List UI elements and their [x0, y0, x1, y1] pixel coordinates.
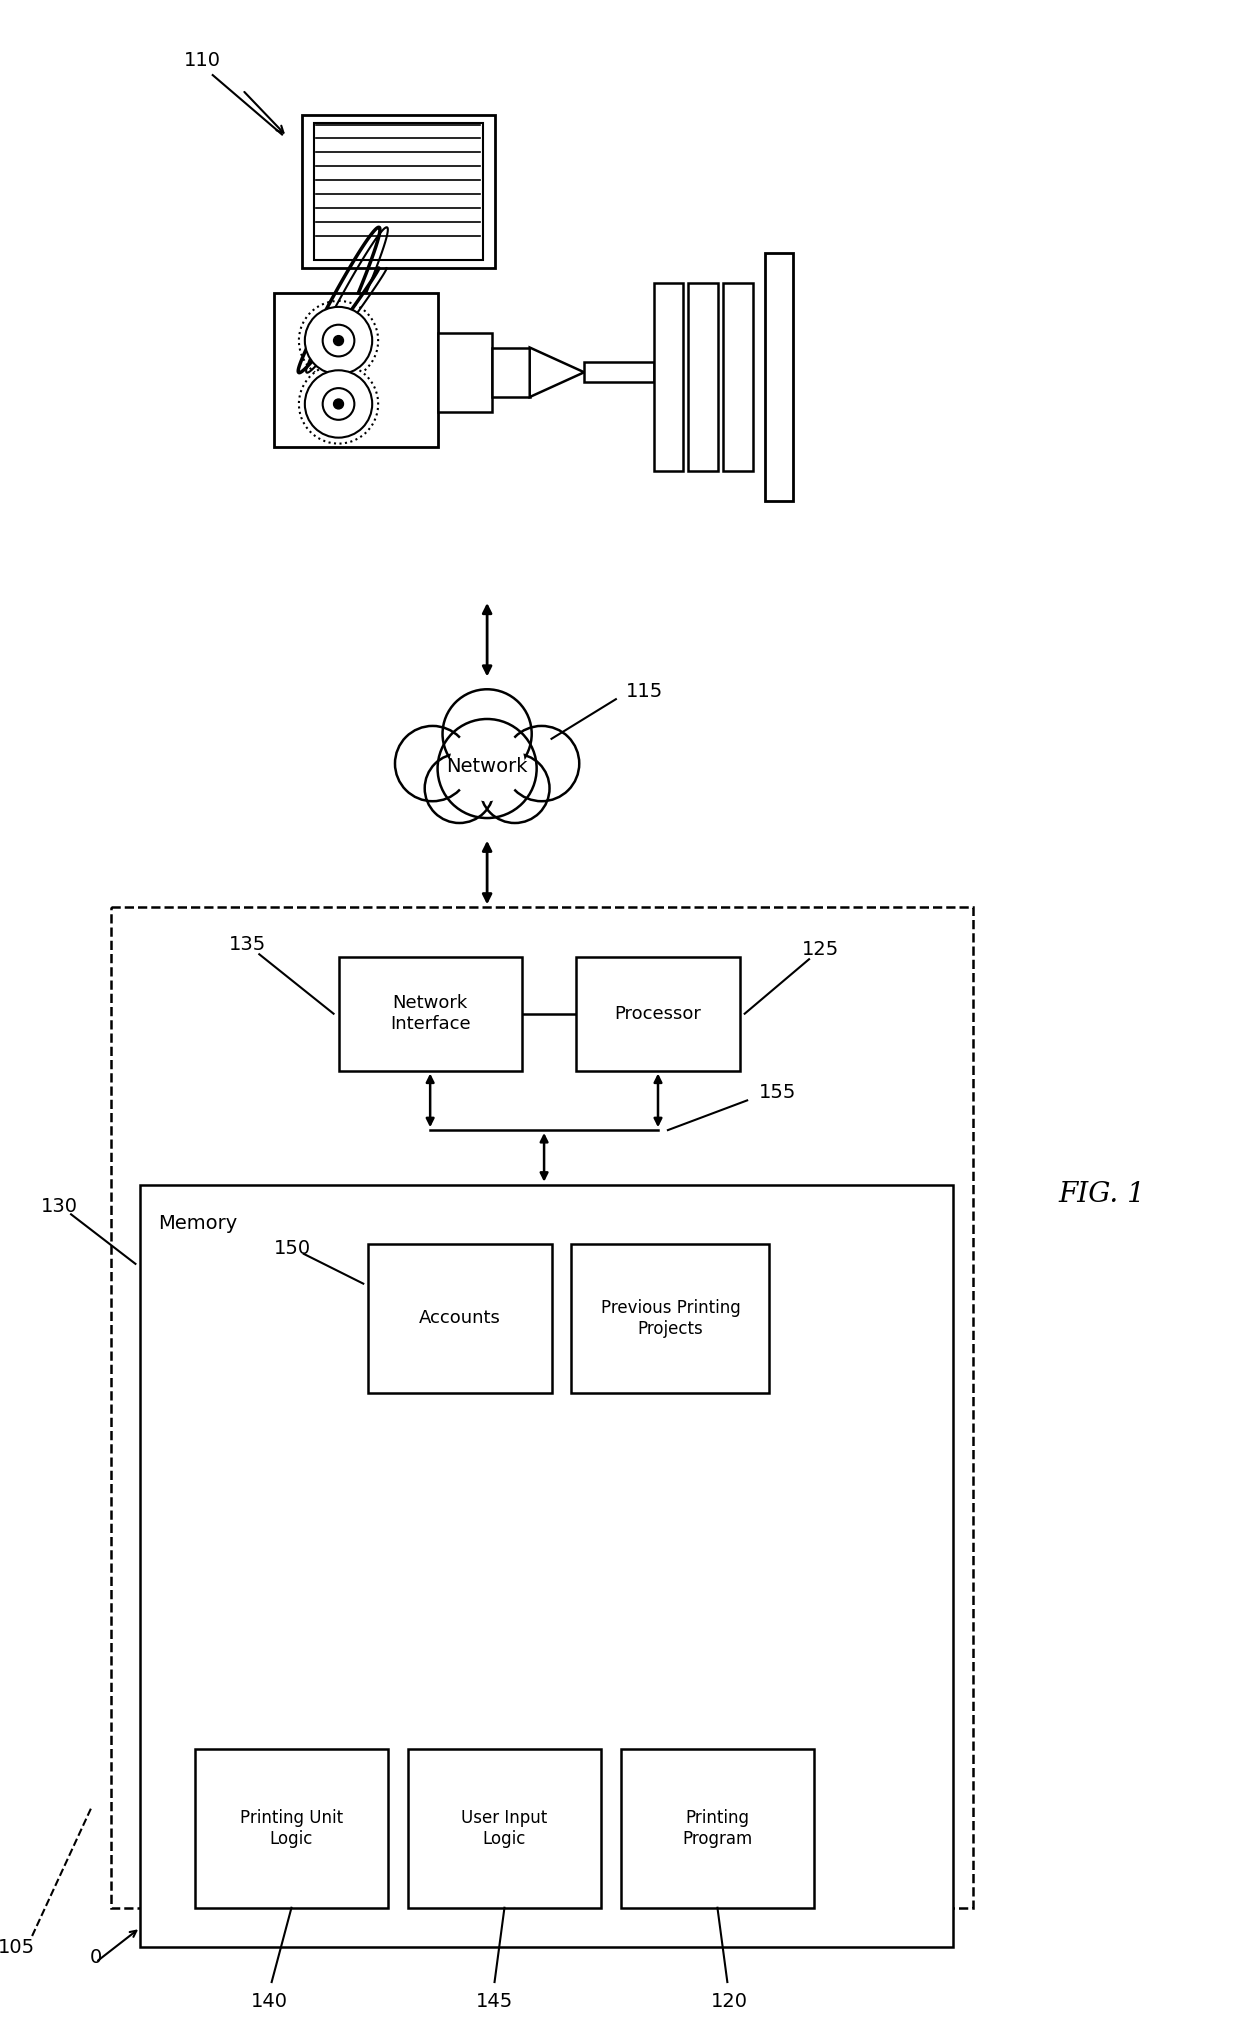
Circle shape — [480, 753, 549, 822]
Text: Processor: Processor — [615, 1004, 702, 1022]
Circle shape — [334, 400, 343, 408]
Circle shape — [299, 301, 378, 380]
Text: Network
Interface: Network Interface — [389, 994, 470, 1032]
Bar — [577, 957, 740, 1071]
Circle shape — [334, 335, 343, 345]
Circle shape — [503, 725, 579, 802]
Circle shape — [438, 719, 537, 818]
Text: 135: 135 — [228, 935, 267, 953]
Bar — [301, 115, 495, 269]
Circle shape — [425, 753, 494, 822]
Text: User Input
Logic: User Input Logic — [461, 1810, 548, 1848]
Text: 120: 120 — [711, 1992, 748, 2012]
Bar — [723, 283, 753, 471]
Bar — [653, 283, 683, 471]
Bar — [621, 1749, 813, 1907]
Bar — [195, 1749, 388, 1907]
Circle shape — [443, 689, 532, 778]
Bar — [140, 1184, 952, 1947]
Bar — [438, 333, 492, 412]
Bar — [339, 957, 522, 1071]
Text: 110: 110 — [185, 50, 221, 71]
Text: Printing
Program: Printing Program — [682, 1810, 753, 1848]
Text: 150: 150 — [273, 1240, 310, 1258]
Text: Network: Network — [446, 758, 528, 776]
Text: 155: 155 — [759, 1083, 796, 1103]
Bar — [314, 123, 484, 261]
Text: FIG. 1: FIG. 1 — [1058, 1182, 1145, 1208]
Circle shape — [396, 725, 470, 802]
Bar — [492, 347, 529, 398]
Bar — [368, 1244, 552, 1392]
Bar — [274, 293, 438, 446]
Text: Memory: Memory — [159, 1214, 238, 1234]
Text: 125: 125 — [802, 939, 839, 960]
Text: 130: 130 — [41, 1198, 78, 1216]
Text: Previous Printing
Projects: Previous Printing Projects — [600, 1299, 740, 1337]
Bar — [584, 362, 653, 382]
Text: 0: 0 — [89, 1947, 102, 1967]
Bar — [765, 252, 794, 501]
Circle shape — [322, 388, 355, 420]
Bar — [688, 283, 718, 471]
Text: 140: 140 — [252, 1992, 288, 2012]
Circle shape — [299, 364, 378, 444]
Circle shape — [305, 370, 372, 438]
Bar — [572, 1244, 770, 1392]
Bar — [110, 907, 972, 1907]
Circle shape — [449, 725, 525, 802]
Circle shape — [322, 325, 355, 356]
Text: Accounts: Accounts — [419, 1309, 501, 1327]
Text: 145: 145 — [476, 1992, 513, 2012]
Bar — [408, 1749, 601, 1907]
Text: Printing Unit
Logic: Printing Unit Logic — [239, 1810, 343, 1848]
Text: 105: 105 — [0, 1937, 35, 1957]
Polygon shape — [529, 347, 584, 398]
Text: 115: 115 — [626, 683, 663, 701]
Circle shape — [305, 307, 372, 374]
